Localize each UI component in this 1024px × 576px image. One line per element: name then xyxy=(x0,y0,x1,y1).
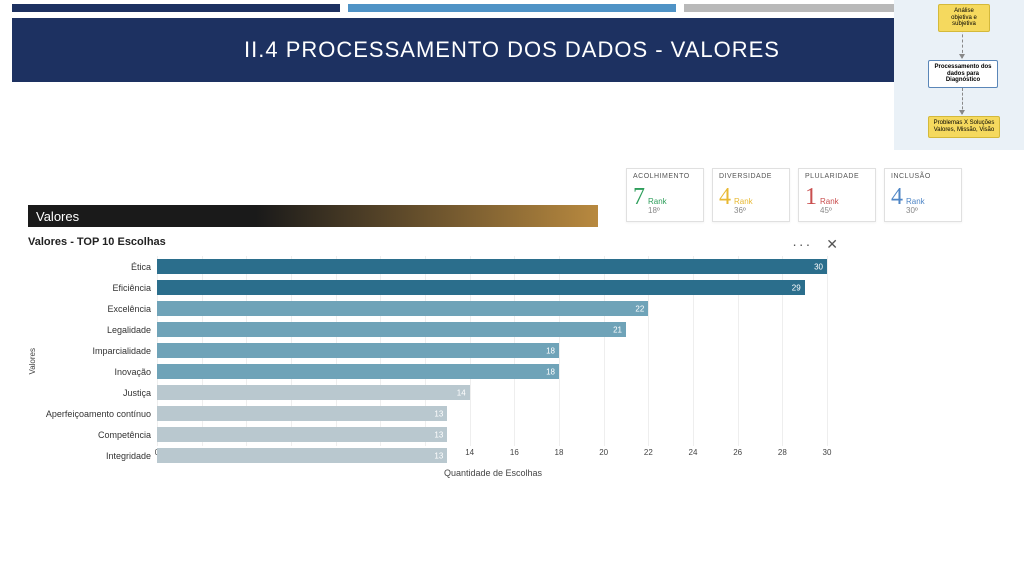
kpi-ordinal: 36º xyxy=(734,206,753,215)
kpi-rank-label: Rank xyxy=(820,198,839,206)
section-label: Valores xyxy=(36,209,79,224)
y-label: Inovação xyxy=(43,361,157,382)
bar[interactable]: 29 xyxy=(157,280,805,295)
y-label: Legalidade xyxy=(43,319,157,340)
bar[interactable]: 13 xyxy=(157,406,447,421)
bar-value: 22 xyxy=(635,304,644,313)
diagram-node: Processamento dos dados para Diagnóstico xyxy=(928,60,998,88)
bar[interactable]: 30 xyxy=(157,259,827,274)
more-icon[interactable]: ··· xyxy=(792,236,812,253)
top-stripes xyxy=(0,0,1024,14)
bar-value: 13 xyxy=(434,430,443,439)
bar-row: 21 xyxy=(157,319,838,340)
y-label: Eficiência xyxy=(43,277,157,298)
kpi-card: INCLUSÃO 4 Rank 30º xyxy=(884,168,962,222)
diagram-node: Análise objetiva e subjetiva xyxy=(938,4,990,32)
bar[interactable]: 14 xyxy=(157,385,470,400)
kpi-card: PLULARIDADE 1 Rank 45º xyxy=(798,168,876,222)
bar-value: 13 xyxy=(434,409,443,418)
bar[interactable]: 13 xyxy=(157,427,447,442)
kpi-number: 4 xyxy=(719,184,731,211)
y-label: Imparcialidade xyxy=(43,340,157,361)
bar-row: 13 xyxy=(157,424,838,445)
bar-row: 13 xyxy=(157,403,838,424)
y-label: Excelência xyxy=(43,298,157,319)
bar-value: 13 xyxy=(434,451,443,460)
kpi-title: DIVERSIDADE xyxy=(719,173,783,180)
bar[interactable]: 18 xyxy=(157,364,559,379)
y-label: Justiça xyxy=(43,382,157,403)
title-banner: II.4 PROCESSAMENTO DOS DADOS - VALORES xyxy=(12,18,1012,82)
kpi-rank-label: Rank xyxy=(648,198,667,206)
chart-title: Valores - TOP 10 Escolhas xyxy=(28,236,838,248)
chart-area: Valores - TOP 10 Escolhas ··· ✕ Valores … xyxy=(28,236,838,478)
bar-value: 14 xyxy=(457,388,466,397)
kpi-rank-label: Rank xyxy=(734,198,753,206)
bar-row: 18 xyxy=(157,361,838,382)
page-title: II.4 PROCESSAMENTO DOS DADOS - VALORES xyxy=(244,37,780,63)
kpi-card: DIVERSIDADE 4 Rank 36º xyxy=(712,168,790,222)
y-label: Ética xyxy=(43,256,157,277)
bar-row: 30 xyxy=(157,256,838,277)
kpi-card: ACOLHIMENTO 7 Rank 18º xyxy=(626,168,704,222)
chart-controls: ··· ✕ xyxy=(792,236,838,253)
bar-value: 21 xyxy=(613,325,622,334)
bar[interactable]: 21 xyxy=(157,322,626,337)
bar-row: 13 xyxy=(157,445,838,466)
kpi-title: INCLUSÃO xyxy=(891,173,955,180)
y-label: Aperfeiçoamento contínuo xyxy=(43,403,157,424)
kpi-title: ACOLHIMENTO xyxy=(633,173,697,180)
bar-row: 29 xyxy=(157,277,838,298)
kpi-title: PLULARIDADE xyxy=(805,173,869,180)
stripe-2 xyxy=(348,4,676,12)
kpi-row: ACOLHIMENTO 7 Rank 18º DIVERSIDADE 4 Ran… xyxy=(626,168,962,222)
y-axis-title: Valores xyxy=(28,348,37,375)
y-label: Competência xyxy=(43,424,157,445)
plot-area: 024681012141618202224262830 302922211818… xyxy=(157,256,838,466)
diagram-node: Problemas X Soluções Valores, Missão, Vi… xyxy=(928,116,1000,138)
kpi-number: 4 xyxy=(891,184,903,211)
kpi-rank-label: Rank xyxy=(906,198,925,206)
bar[interactable]: 18 xyxy=(157,343,559,358)
kpi-ordinal: 30º xyxy=(906,206,925,215)
bar-row: 22 xyxy=(157,298,838,319)
kpi-number: 1 xyxy=(805,184,817,211)
bar[interactable]: 22 xyxy=(157,301,648,316)
x-axis-title: Quantidade de Escolhas xyxy=(28,468,838,478)
section-bar: Valores xyxy=(28,205,598,227)
bar[interactable]: 13 xyxy=(157,448,447,463)
mini-diagram: Análise objetiva e subjetiva Processament… xyxy=(894,0,1024,150)
bar-value: 18 xyxy=(546,367,555,376)
kpi-number: 7 xyxy=(633,184,645,211)
bar-value: 18 xyxy=(546,346,555,355)
y-labels: ÉticaEficiênciaExcelênciaLegalidadeImpar… xyxy=(43,256,157,466)
bar-row: 18 xyxy=(157,340,838,361)
kpi-ordinal: 18º xyxy=(648,206,667,215)
bar-value: 29 xyxy=(792,283,801,292)
close-icon[interactable]: ✕ xyxy=(826,236,838,253)
kpi-ordinal: 45º xyxy=(820,206,839,215)
bar-value: 30 xyxy=(814,262,823,271)
y-label: Integridade xyxy=(43,445,157,466)
bar-row: 14 xyxy=(157,382,838,403)
stripe-1 xyxy=(12,4,340,12)
